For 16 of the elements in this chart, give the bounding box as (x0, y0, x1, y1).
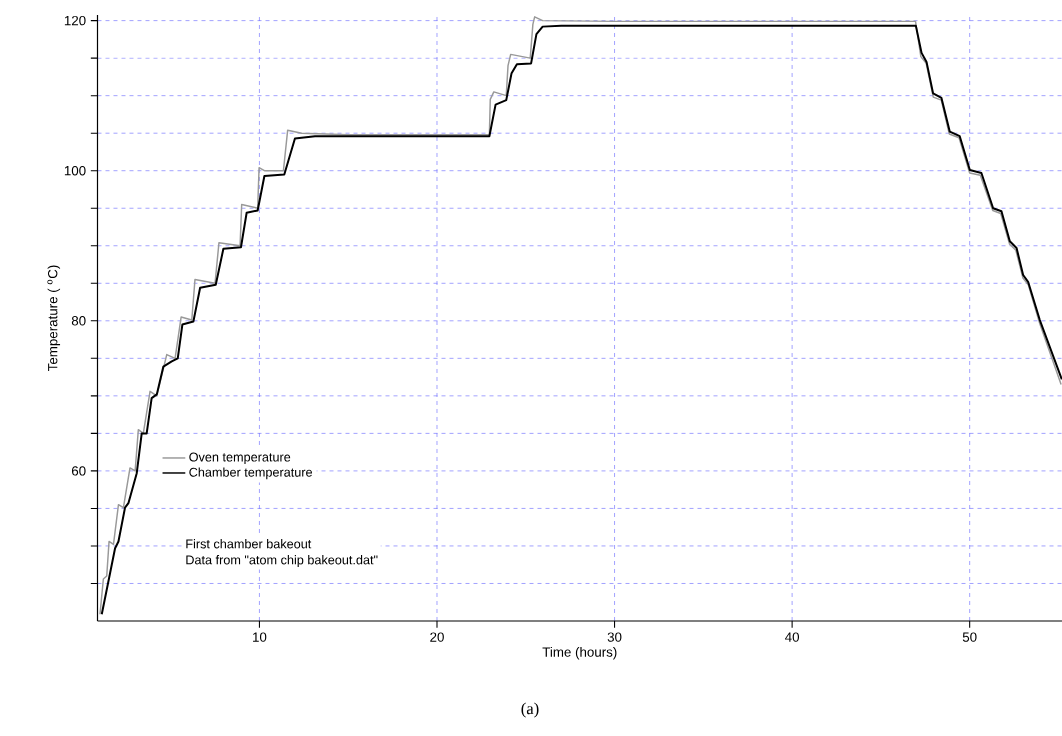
x-axis-title: Time (hours) (542, 646, 617, 660)
x-tick-label: 50 (962, 632, 977, 642)
legend-label: Oven temperature (189, 452, 291, 465)
text: (a) (521, 702, 539, 718)
y-tick-label: 120 (64, 15, 86, 26)
annotation: First chamber bakeout (186, 539, 312, 549)
y-tick-label: 60 (71, 466, 86, 476)
x-tick-label: 30 (607, 632, 622, 642)
x-tick-label: 40 (785, 632, 800, 642)
y-axis-title: Temperature ( $^{o}$C) (47, 265, 61, 372)
y-tick-label: 100 (64, 166, 86, 176)
y-tick-label: 80 (71, 316, 86, 326)
x-tick-label: 10 (253, 632, 267, 642)
x-tick-label: 20 (430, 632, 444, 642)
legend-label: Chamber temperature (189, 467, 313, 480)
annotation: Data from "atom chip bakeout.dat" (186, 555, 378, 567)
